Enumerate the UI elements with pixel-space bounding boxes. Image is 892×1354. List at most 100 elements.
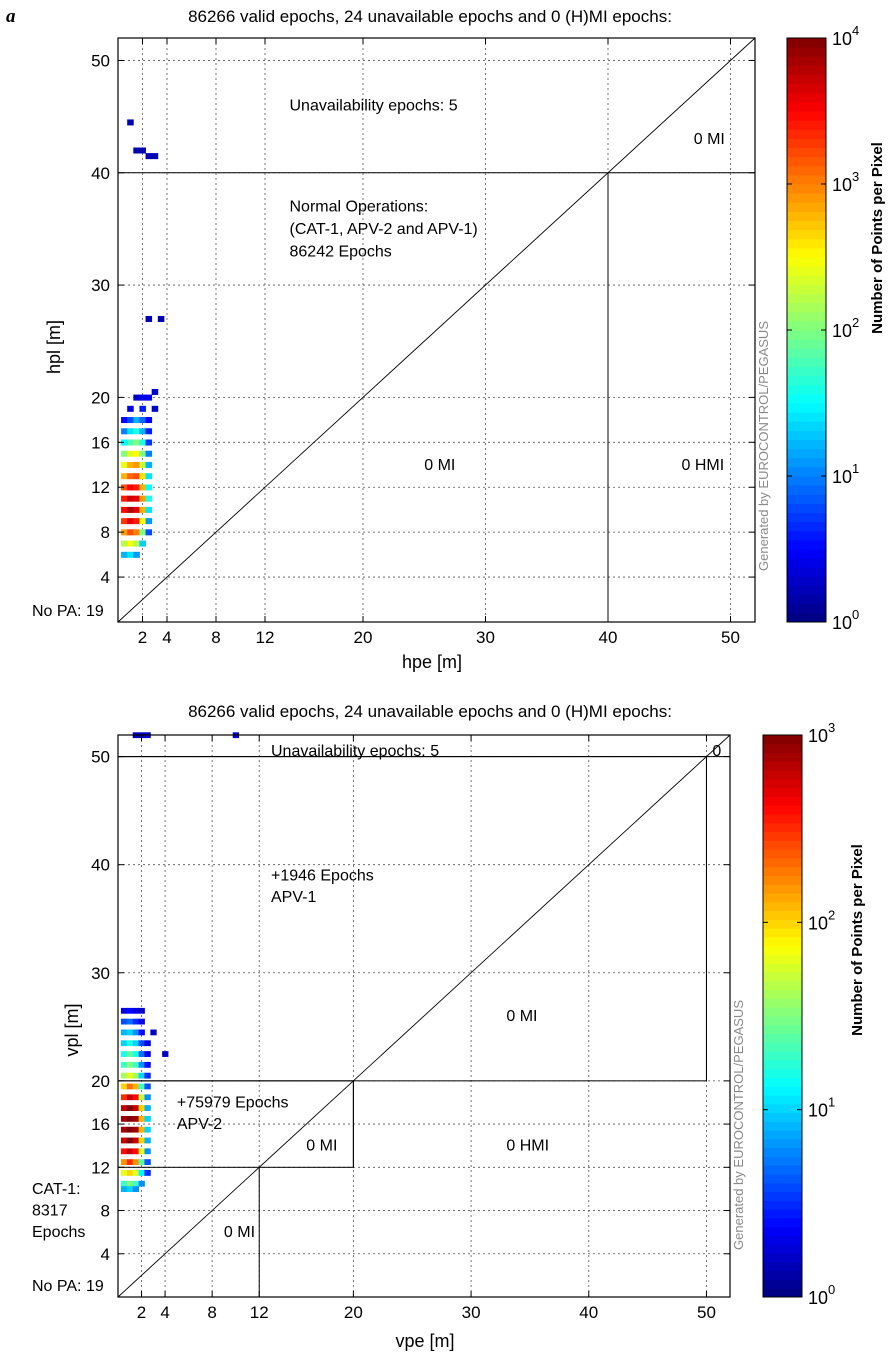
colorbar-segment — [763, 743, 802, 754]
density-cell — [138, 1159, 145, 1166]
colorbar-segment — [787, 339, 826, 349]
colorbar-segment — [787, 156, 826, 167]
colorbar-segment — [763, 901, 802, 912]
density-cell — [144, 1094, 151, 1101]
colorbar-segment — [787, 247, 826, 258]
colorbar-segment — [763, 1270, 802, 1280]
colorbar-segment — [787, 448, 826, 459]
x-tick-label: 4 — [162, 628, 171, 647]
colorbar-tick-exponent: 1 — [828, 1095, 835, 1110]
density-cell — [120, 1040, 128, 1047]
density-cell — [120, 1094, 128, 1101]
density-cell — [139, 450, 146, 457]
colorbar-segment — [763, 919, 802, 929]
density-cell — [145, 450, 153, 457]
density-cell — [133, 506, 140, 513]
colorbar-segment — [787, 56, 826, 66]
annotation: Unavailability epochs: 5 — [290, 97, 458, 114]
hpl-hpe-chart: 86266 valid epochs, 24 unavailable epoch… — [32, 7, 886, 672]
x-tick-label: 2 — [137, 1303, 146, 1322]
density-cell — [145, 394, 153, 401]
density-cell — [132, 1040, 139, 1047]
colorbar-tick-exponent: 3 — [852, 169, 859, 184]
density-cell — [145, 461, 153, 468]
colorbar-segment — [763, 1095, 802, 1105]
y-tick-label: 8 — [101, 1202, 110, 1221]
density-cell — [138, 1148, 145, 1155]
colorbar-tick-exponent: 0 — [828, 1282, 835, 1297]
density-cell — [120, 1029, 128, 1036]
colorbar-segment — [763, 849, 802, 859]
density-cell — [139, 540, 146, 547]
density-cell — [133, 495, 140, 502]
colorbar-segment — [763, 1235, 802, 1245]
density-cell — [127, 405, 134, 412]
density-cell — [139, 506, 146, 513]
density-cell — [138, 1137, 145, 1144]
x-tick-label: 8 — [207, 1303, 216, 1322]
density-cell — [127, 428, 134, 435]
y-axis-label: vpl [m] — [62, 1003, 82, 1056]
density-cell — [138, 1115, 145, 1122]
colorbar-segment — [787, 457, 826, 468]
density-cell — [126, 1186, 134, 1193]
density-cell — [145, 153, 153, 160]
annotation: 8317 — [32, 1203, 68, 1220]
y-tick-label: 4 — [101, 1245, 110, 1264]
colorbar-segment — [763, 1024, 802, 1035]
x-tick-label: 30 — [476, 628, 495, 647]
colorbar-segment — [787, 393, 826, 404]
density-cell — [133, 518, 140, 525]
colorbar-segment — [763, 1156, 802, 1166]
density-cell — [121, 551, 128, 558]
density-cell — [126, 1180, 134, 1187]
colorbar-segment — [763, 1217, 802, 1228]
density-cell — [132, 1061, 139, 1068]
y-tick-label: 16 — [91, 1115, 110, 1134]
y-tick-label: 30 — [91, 964, 110, 983]
colorbar-segment — [787, 503, 826, 513]
density-cell — [144, 1159, 151, 1166]
colorbar-tick-label: 10 — [808, 1288, 828, 1308]
colorbar-segment — [787, 476, 826, 486]
colorbar-segment — [787, 138, 826, 148]
annotation: 0 MI — [424, 457, 455, 474]
colorbar-tick-exponent: 0 — [852, 607, 859, 622]
colorbar-segment — [763, 1077, 802, 1087]
density-cell — [126, 1061, 134, 1068]
colorbar-segment — [763, 1209, 802, 1219]
colorbar-segment — [787, 120, 826, 130]
y-tick-label: 16 — [91, 433, 110, 452]
colorbar-segment — [787, 47, 826, 57]
density-cell — [133, 529, 140, 536]
density-cell — [138, 1018, 145, 1025]
colorbar-segment — [763, 1033, 802, 1043]
colorbar-segment — [763, 1059, 802, 1070]
density-cell — [120, 1061, 128, 1068]
density-cell — [145, 428, 153, 435]
density-cell — [121, 495, 128, 502]
colorbar-segment — [787, 65, 826, 75]
annotation: 86242 Epochs — [290, 243, 392, 260]
colorbar-segment — [763, 1174, 802, 1184]
density-cell — [144, 1072, 151, 1079]
colorbar-segment — [787, 111, 826, 121]
colorbar-segment — [787, 512, 826, 523]
density-cell — [139, 405, 146, 412]
y-tick-label: 12 — [91, 478, 110, 497]
colorbar-segment — [763, 1112, 802, 1122]
colorbar-segment — [787, 83, 826, 94]
colorbar-tick-label: 10 — [808, 726, 828, 746]
annotation: Unavailability epochs: 5 — [271, 743, 439, 760]
colorbar-segment — [763, 857, 802, 868]
density-cell — [144, 1115, 151, 1122]
density-cell — [127, 439, 134, 446]
density-cell — [126, 1029, 134, 1036]
density-cell — [132, 1105, 139, 1111]
axes-frame — [117, 734, 731, 1298]
density-cell — [139, 461, 146, 468]
density-cell — [138, 1094, 145, 1101]
density-cell — [121, 529, 128, 536]
annotation: +75979 Epochs — [177, 1094, 289, 1111]
